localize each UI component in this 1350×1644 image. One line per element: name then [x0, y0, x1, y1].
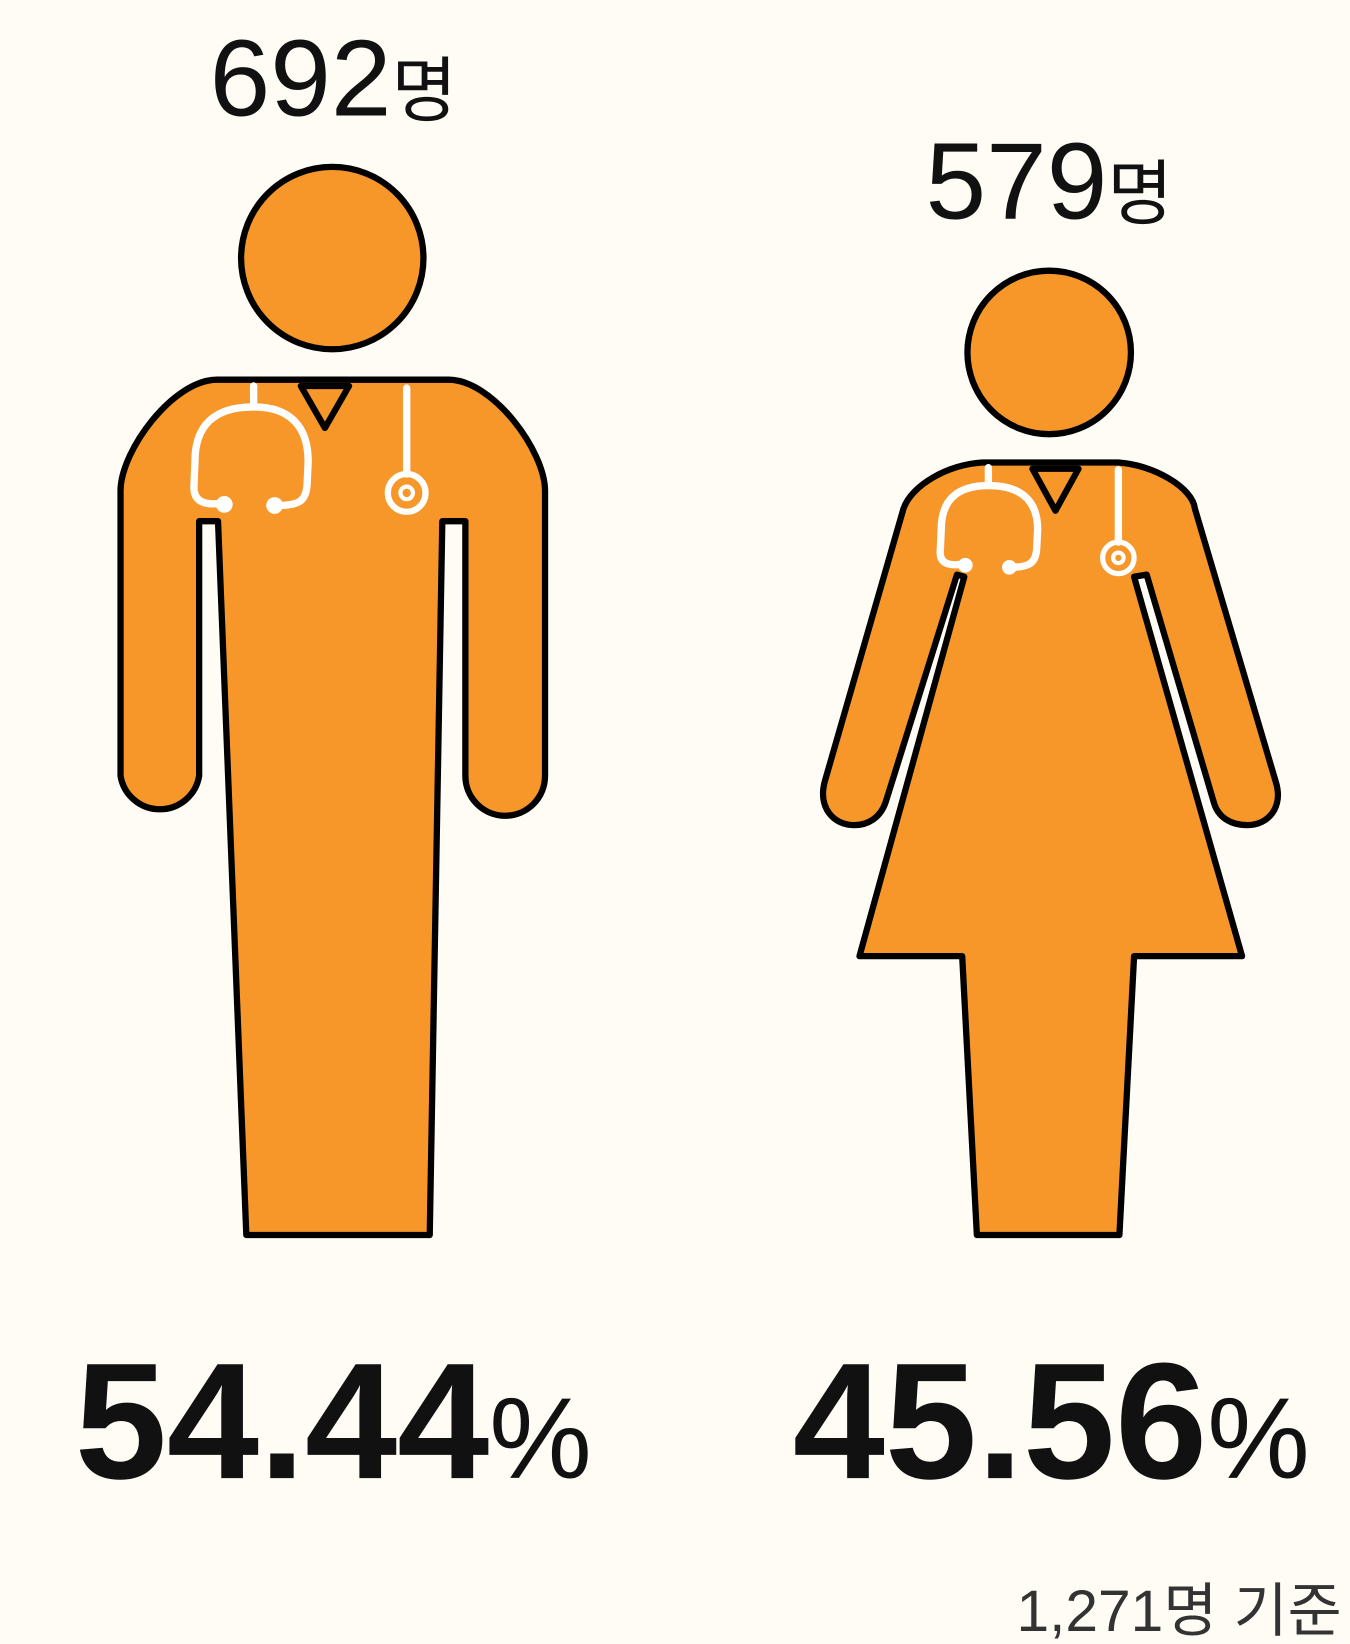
share-number: 45.56: [793, 1329, 1207, 1514]
head: [237, 163, 427, 353]
stethoscope-tip: [1002, 559, 1017, 575]
male-share: 54.44%: [75, 1329, 592, 1514]
share-unit: %: [489, 1375, 592, 1503]
stethoscope-bell: [1111, 550, 1126, 566]
collar: [297, 382, 353, 432]
stethoscope-tip: [215, 496, 233, 513]
count-number: 579: [925, 120, 1107, 242]
count-number: 692: [210, 18, 392, 140]
body: [820, 459, 1281, 1239]
count-unit: 명: [391, 52, 457, 132]
stethoscope: [190, 382, 312, 510]
stethoscope-bell: [398, 484, 416, 502]
collar: [1029, 465, 1082, 514]
female-share: 45.56%: [793, 1329, 1310, 1514]
male-figure: [117, 163, 549, 1239]
head: [964, 267, 1135, 438]
female-count: 579명: [925, 120, 1172, 242]
body: [117, 376, 549, 1239]
stethoscope-bell: [384, 470, 429, 515]
female-figure: [820, 267, 1281, 1239]
male-count: 692명: [210, 18, 457, 140]
stethoscope: [936, 464, 1042, 571]
stethoscope-tip: [266, 497, 283, 514]
share-unit: %: [1207, 1375, 1310, 1503]
stethoscope-bell: [1100, 539, 1137, 577]
count-unit: 명: [1107, 154, 1173, 234]
share-number: 54.44: [75, 1329, 489, 1514]
stethoscope-tip: [957, 557, 973, 573]
footnote: 1,271명 기준: [1016, 1579, 1341, 1644]
